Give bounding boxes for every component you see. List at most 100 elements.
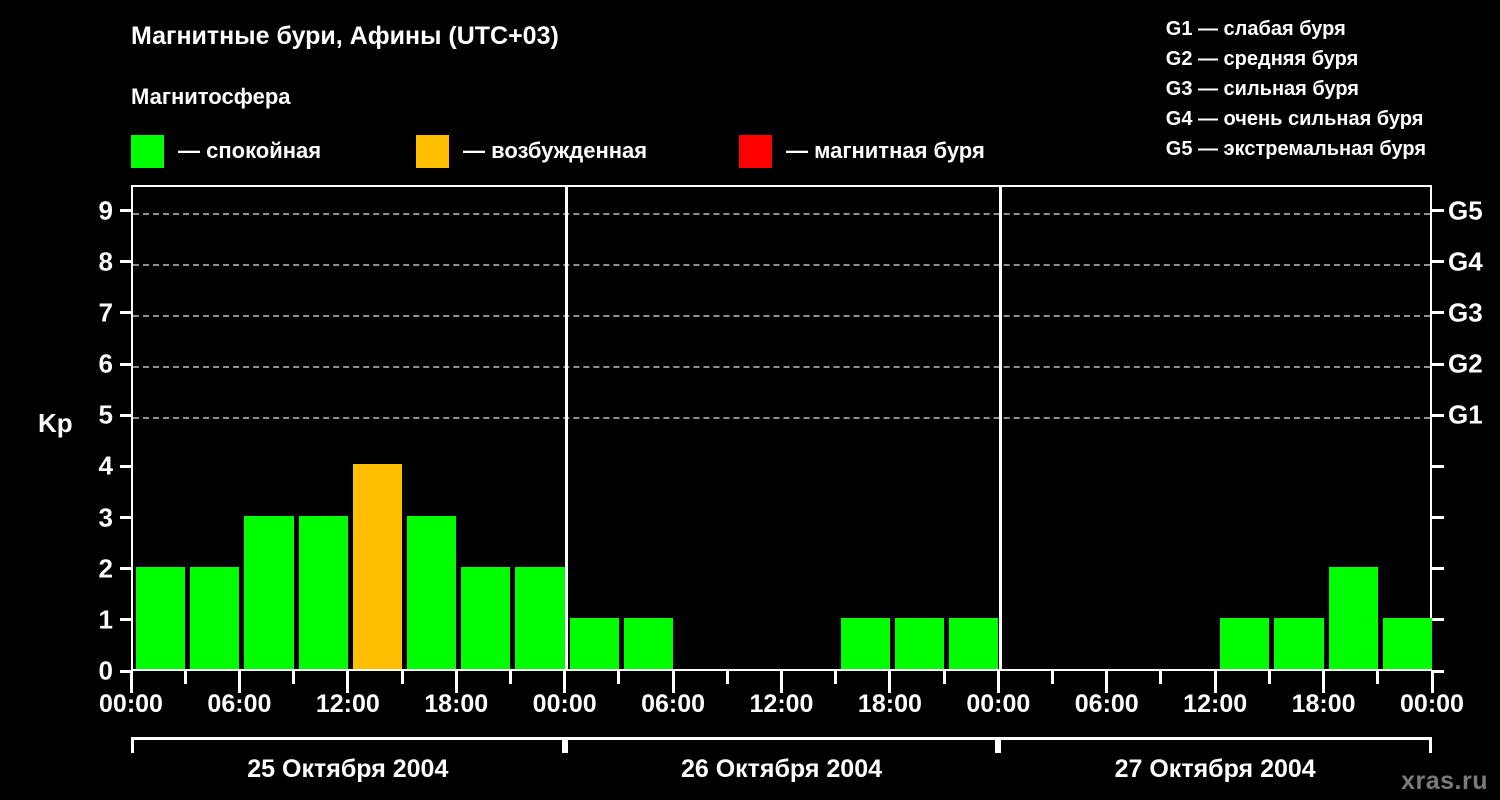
- y-tick-1: [120, 618, 131, 622]
- x-tick-23: [1376, 671, 1380, 684]
- x-tick-21: [1267, 671, 1271, 684]
- page-title: Магнитные бури, Афины (UTC+03): [131, 22, 559, 50]
- x-tick-18: [1105, 671, 1109, 693]
- x-tick-label-11: 18:00: [1291, 690, 1356, 718]
- plot-inner: [133, 187, 1432, 669]
- gridline-kp-8: [133, 263, 1430, 266]
- plot-area: [131, 185, 1432, 671]
- y-tick-9: [120, 209, 131, 213]
- bar[interactable]: [515, 566, 565, 669]
- day-label-2: 26 Октября 2004: [680, 755, 883, 783]
- day-label-1: 25 Октября 2004: [247, 755, 449, 783]
- x-tick-10: [671, 671, 675, 693]
- x-tick-label-1: 06:00: [207, 690, 272, 718]
- right-tick-kp-6: [1432, 362, 1444, 366]
- day-bracket-3: [998, 737, 1432, 753]
- bar[interactable]: [1328, 566, 1378, 669]
- bar[interactable]: [190, 566, 240, 669]
- x-tick-label-10: 12:00: [1183, 690, 1248, 718]
- g-axis-label-g5: G5: [1448, 195, 1483, 226]
- bar[interactable]: [136, 566, 186, 669]
- bar[interactable]: [949, 617, 999, 669]
- g-axis-label-g3: G3: [1448, 297, 1483, 328]
- bar[interactable]: [298, 515, 348, 669]
- x-tick-19: [1159, 671, 1163, 684]
- legend-label-active: — возбужденная: [463, 138, 648, 163]
- x-tick-2: [237, 671, 241, 693]
- bar[interactable]: [461, 566, 511, 669]
- y-tick-0: [120, 669, 131, 673]
- x-tick-12: [780, 671, 783, 693]
- x-tick-label-7: 18:00: [857, 690, 922, 718]
- right-tick-kp-0: [1432, 669, 1444, 673]
- y-tick-7: [120, 311, 131, 315]
- legend-swatch-active-icon: [416, 134, 449, 168]
- legend-label-calm: — спокойная: [178, 138, 322, 163]
- bar[interactable]: [840, 617, 890, 669]
- x-tick-11: [725, 671, 729, 684]
- right-tick-kp-1: [1432, 618, 1444, 622]
- bar[interactable]: [894, 617, 945, 669]
- magnetosphere-subtitle: Магнитосфера: [131, 84, 291, 109]
- x-tick-20: [1213, 671, 1217, 693]
- x-tick-17: [1051, 671, 1055, 684]
- y-tick-label-2: 2: [98, 553, 113, 584]
- g-scale-legend: G1 — слабая буря G2 — средняя буря G3 — си…: [1166, 14, 1426, 164]
- y-tick-5: [120, 413, 131, 417]
- g-legend-row-1: G1 — слабая буря: [1165, 18, 1346, 40]
- bar[interactable]: [1274, 617, 1324, 669]
- x-tick-label-5: 06:00: [641, 690, 706, 718]
- x-tick-9: [617, 671, 621, 684]
- bar[interactable]: [407, 515, 457, 669]
- right-tick-kp-2: [1432, 567, 1444, 571]
- x-tick-0: [129, 671, 133, 693]
- bar[interactable]: [569, 617, 619, 669]
- x-tick-13: [834, 671, 838, 684]
- legend-item-active: — возбужденная: [416, 133, 647, 169]
- g-axis-label-g1: G1: [1448, 399, 1483, 430]
- right-tick-kp-8: [1432, 260, 1444, 264]
- day-separator-2: [998, 187, 1002, 669]
- g-axis-label-g2: G2: [1448, 348, 1483, 379]
- x-tick-16: [996, 671, 1000, 693]
- gridline-kp-6: [133, 366, 1430, 369]
- day-bracket-2: [564, 737, 999, 753]
- bar[interactable]: [244, 515, 294, 669]
- legend-swatch-storm-icon: [739, 134, 772, 168]
- y-tick-2: [120, 567, 131, 571]
- right-tick-kp-5: [1432, 413, 1444, 417]
- g-legend-row-4: G4 — очень сильная буря: [1165, 108, 1424, 130]
- x-tick-22: [1322, 671, 1326, 693]
- x-tick-label-8: 00:00: [966, 690, 1031, 718]
- x-tick-label-9: 06:00: [1074, 690, 1139, 718]
- bar[interactable]: [623, 617, 674, 669]
- legend-label-storm: — магнитная буря: [786, 138, 985, 163]
- y-tick-label-0: 0: [98, 655, 113, 686]
- g-legend-row-5: G5 — экстремальная буря: [1165, 138, 1426, 160]
- x-tick-15: [942, 671, 946, 684]
- g-axis-label-g4: G4: [1448, 246, 1483, 277]
- x-tick-1: [183, 671, 187, 684]
- y-tick-label-3: 3: [98, 502, 113, 533]
- x-tick-6: [454, 671, 458, 693]
- right-tick-kp-9: [1432, 209, 1444, 213]
- legend-item-storm: — магнитная буря: [739, 133, 985, 169]
- x-tick-label-6: 12:00: [749, 690, 814, 718]
- bar[interactable]: [1220, 617, 1270, 669]
- bar[interactable]: [352, 464, 403, 669]
- y-tick-label-8: 8: [98, 246, 113, 277]
- x-tick-7: [508, 671, 512, 684]
- gridline-kp-9: [133, 212, 1430, 215]
- watermark: xras.ru: [1401, 767, 1488, 795]
- right-tick-kp-3: [1432, 516, 1444, 520]
- x-tick-label-4: 00:00: [532, 690, 597, 718]
- bar[interactable]: [1382, 617, 1432, 669]
- y-tick-label-4: 4: [98, 450, 113, 481]
- y-tick-label-9: 9: [98, 195, 113, 226]
- y-tick-3: [120, 516, 131, 520]
- y-tick-4: [120, 464, 131, 468]
- y-tick-label-1: 1: [98, 604, 113, 635]
- right-tick-kp-7: [1432, 311, 1444, 315]
- x-tick-label-2: 12:00: [315, 690, 380, 718]
